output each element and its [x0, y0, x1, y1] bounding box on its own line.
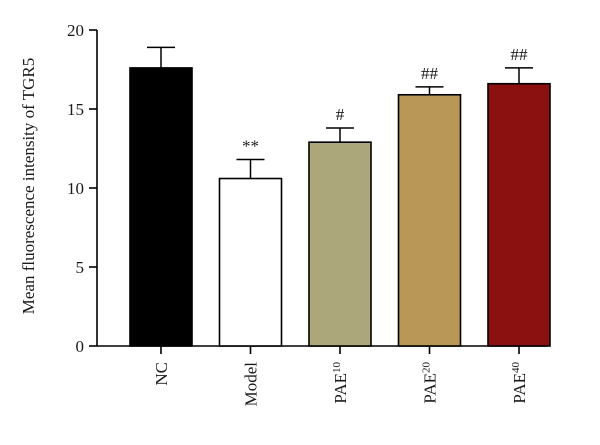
- y-tick-label: 20: [67, 21, 84, 40]
- x-tick-label: PAE10: [331, 362, 350, 404]
- x-tick-label-superscript: 40: [510, 362, 522, 374]
- x-tick-label-superscript: 10: [331, 362, 343, 374]
- bar-2: [218, 177, 283, 347]
- x-tick-label: NC: [152, 362, 171, 386]
- bar-1: [129, 67, 193, 347]
- y-tick-label: 5: [76, 258, 85, 277]
- y-tick-label: 15: [67, 100, 84, 119]
- x-tick-label: Model: [242, 362, 261, 407]
- x-tick-label-superscript: 20: [421, 362, 433, 374]
- bar-5: [487, 82, 551, 347]
- y-axis-label: Mean fluorescence intensity of TGR5: [19, 58, 38, 315]
- x-tick-label-text: PAE: [510, 373, 529, 404]
- x-tick-label-text: PAE: [331, 373, 350, 404]
- y-tick-label: 10: [67, 179, 84, 198]
- significance-label: #: [336, 105, 345, 124]
- y-tick-label: 0: [76, 337, 85, 356]
- x-tick-label: PAE40: [510, 362, 529, 404]
- significance-label: ##: [511, 45, 529, 64]
- x-tick-label-text: PAE: [421, 373, 440, 404]
- bar-3: [308, 141, 372, 347]
- significance-label: ##: [421, 64, 439, 83]
- significance-label: **: [242, 137, 259, 156]
- x-tick-label: PAE20: [421, 362, 440, 404]
- bar-4: [397, 93, 462, 347]
- x-tick-label-text: NC: [152, 362, 171, 386]
- x-tick-label-text: Model: [242, 362, 261, 407]
